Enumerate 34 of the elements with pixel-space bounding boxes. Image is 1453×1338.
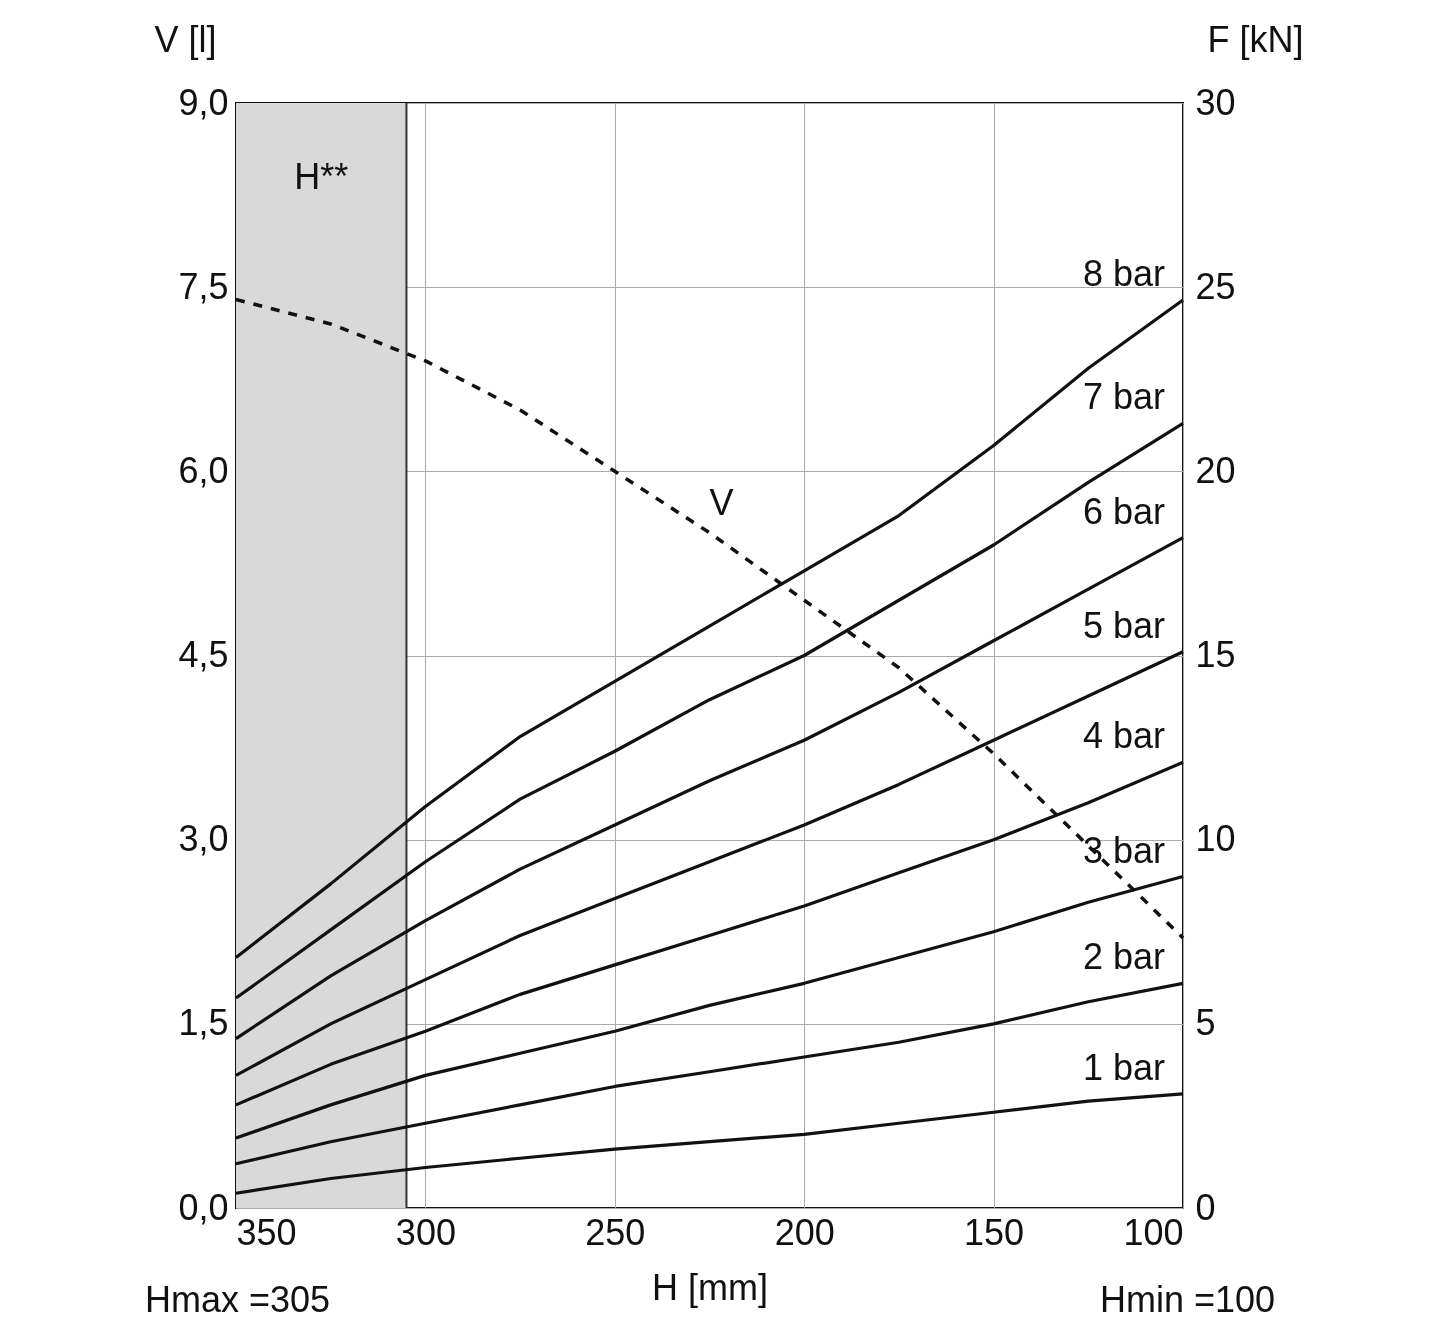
series-label: 7 bar <box>1082 376 1165 418</box>
y2-tick-label: 20 <box>1195 449 1236 491</box>
y-tick-label: 9,0 <box>178 81 229 123</box>
series-label: 8 bar <box>1082 253 1165 295</box>
series-label: 6 bar <box>1082 490 1165 532</box>
y-axis-title: V [l] <box>154 18 217 60</box>
y-tick-label: 1,5 <box>178 1002 229 1044</box>
x-tick-label: 200 <box>774 1211 835 1253</box>
band-label: H** <box>294 156 349 197</box>
x-tick-label: 350 <box>236 1211 297 1253</box>
y2-axis-title: F [kN] <box>1207 18 1304 60</box>
y-tick-label: 6,0 <box>178 449 229 491</box>
y2-tick-label: 0 <box>1195 1186 1216 1228</box>
y-tick-label: 3,0 <box>178 818 229 860</box>
x-tick-label: 300 <box>395 1211 456 1253</box>
y-tick-label: 0,0 <box>178 1186 229 1228</box>
text: Hmax =305 <box>145 1279 331 1320</box>
y2-tick-label: 30 <box>1195 81 1236 123</box>
y2-tick-label: 25 <box>1195 265 1236 307</box>
y2-tick-label: 15 <box>1195 634 1236 675</box>
series-label: 2 bar <box>1082 936 1165 978</box>
y-tick-label: 4,5 <box>178 634 229 675</box>
series-label: 5 bar <box>1082 604 1165 646</box>
series-label: 1 bar <box>1082 1046 1165 1088</box>
x-tick-label: 250 <box>585 1211 646 1253</box>
y2-tick-label: 10 <box>1195 818 1236 860</box>
x-tick-label: 150 <box>964 1211 1025 1253</box>
series-label: V <box>709 481 734 523</box>
series-label: 4 bar <box>1082 715 1165 757</box>
x-tick-label: 100 <box>1123 1211 1184 1253</box>
y-tick-label: 7,5 <box>178 265 229 307</box>
x-axis-title: H [mm] <box>652 1266 768 1308</box>
y2-tick-label: 5 <box>1195 1002 1216 1044</box>
text: Hmin =100 <box>1099 1279 1275 1320</box>
